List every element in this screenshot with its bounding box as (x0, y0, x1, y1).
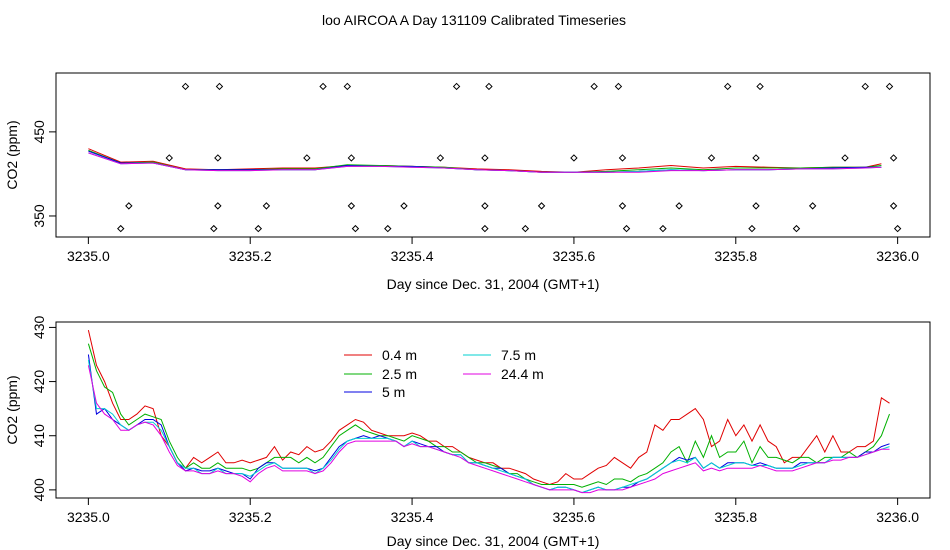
top-y-axis-label: CO2 (ppm) (4, 120, 20, 189)
legend-label: 5 m (382, 384, 405, 400)
bottom-x-tick-label: 3236.0 (876, 509, 919, 525)
top-marker-point (792, 224, 801, 233)
top-series-lines (88, 148, 882, 173)
bottom-x-axis: 3235.0 3235.2 3235.4 3235.6 3235.8 3236.0 (67, 498, 919, 525)
bottom-series-line-2 (87, 343, 890, 488)
bottom-series-lines (87, 329, 890, 494)
bottom-y-axis-label: CO2 (ppm) (4, 375, 20, 444)
top-marker-points (117, 82, 902, 233)
bottom-plot-frame (55, 321, 931, 499)
top-marker-point (117, 224, 125, 233)
top-marker-point (485, 82, 493, 91)
top-marker-point (752, 154, 760, 162)
top-marker-point (723, 82, 732, 91)
bottom-x-tick-label: 3235.0 (67, 509, 110, 525)
bottom-y-axis: 400 410 420 430 (31, 316, 56, 502)
bottom-series-line-1 (87, 329, 890, 486)
legend-label: 0.4 m (382, 347, 417, 363)
top-marker-point (707, 154, 716, 162)
top-marker-point (481, 224, 489, 233)
top-marker-point (254, 224, 263, 233)
bottom-x-axis-label: Day since Dec. 31, 2004 (GMT+1) (387, 533, 600, 549)
legend-label: 2.5 m (382, 366, 417, 382)
bottom-series-line-3 (87, 354, 890, 494)
top-x-axis-label: Day since Dec. 31, 2004 (GMT+1) (387, 276, 600, 292)
top-marker-point (537, 202, 546, 210)
top-marker-point (861, 82, 869, 91)
top-marker-point (614, 82, 623, 91)
top-marker-point (215, 82, 224, 91)
top-marker-point (210, 224, 218, 233)
top-marker-point (452, 82, 461, 91)
top-x-tick-label: 3235.0 (67, 248, 110, 264)
top-marker-point (808, 202, 817, 210)
top-marker-point (400, 202, 408, 210)
top-x-tick-label: 3235.2 (229, 248, 272, 264)
top-marker-point (622, 224, 631, 233)
top-marker-point (303, 154, 311, 162)
bottom-y-tick-label: 420 (31, 370, 47, 394)
top-marker-point (214, 154, 222, 162)
bottom-x-tick-label: 3235.4 (391, 509, 434, 525)
bottom-panel: 3235.0 3235.2 3235.4 3235.6 3235.8 3236.0 400… (4, 316, 931, 549)
top-marker-point (889, 154, 898, 162)
top-marker-point (319, 82, 327, 91)
top-marker-point (618, 202, 627, 210)
top-x-tick-label: 3235.8 (714, 248, 757, 264)
top-marker-point (384, 224, 392, 233)
top-marker-point (343, 82, 352, 91)
top-y-axis: 350 450 (31, 120, 56, 228)
top-panel: 3235.0 3235.2 3235.4 3235.6 3235.8 3236.0 350… (4, 72, 931, 292)
top-marker-point (347, 154, 356, 162)
bottom-x-tick-label: 3235.6 (553, 509, 596, 525)
top-plot-frame (55, 72, 931, 238)
top-x-tick-label: 3235.4 (391, 248, 434, 264)
top-marker-point (570, 154, 578, 162)
top-marker-point (165, 154, 174, 162)
top-marker-point (436, 154, 445, 162)
top-marker-point (618, 154, 627, 162)
top-y-tick-label: 350 (31, 204, 47, 228)
top-marker-point (262, 202, 271, 210)
bottom-y-tick-label: 400 (31, 478, 47, 502)
top-marker-point (885, 82, 894, 91)
top-marker-point (748, 224, 756, 233)
top-marker-point (125, 202, 133, 210)
legend-label: 24.4 m (501, 366, 544, 382)
top-marker-point (590, 82, 598, 91)
top-marker-point (481, 202, 489, 210)
top-marker-point (889, 202, 898, 210)
bottom-x-tick-label: 3235.2 (229, 509, 272, 525)
top-marker-point (756, 82, 764, 91)
top-x-axis: 3235.0 3235.2 3235.4 3235.6 3235.8 3236.0 (67, 237, 919, 264)
bottom-y-tick-label: 430 (31, 316, 47, 340)
bottom-series-line-4 (87, 359, 890, 494)
legend-label: 7.5 m (501, 347, 536, 363)
top-x-tick-label: 3236.0 (876, 248, 919, 264)
top-marker-point (659, 224, 667, 233)
top-marker-point (347, 202, 356, 210)
top-marker-point (351, 224, 360, 233)
top-marker-point (752, 202, 760, 210)
top-marker-point (214, 202, 222, 210)
top-y-tick-label: 450 (31, 120, 47, 144)
top-marker-point (841, 154, 849, 162)
top-marker-point (521, 224, 530, 233)
top-marker-point (481, 154, 489, 162)
top-marker-point (893, 224, 902, 233)
bottom-x-tick-label: 3235.8 (714, 509, 757, 525)
top-marker-point (181, 82, 190, 91)
figure-title: loo AIRCOA A Day 131109 Calibrated Times… (322, 12, 626, 28)
top-marker-point (675, 202, 683, 210)
bottom-series-line-5 (87, 365, 890, 494)
bottom-y-tick-label: 410 (31, 424, 47, 448)
legend: 0.4 m 2.5 m 5 m 7.5 m 24.4 m (344, 347, 544, 400)
top-x-tick-label: 3235.6 (553, 248, 596, 264)
top-series-line-5 (88, 152, 882, 173)
